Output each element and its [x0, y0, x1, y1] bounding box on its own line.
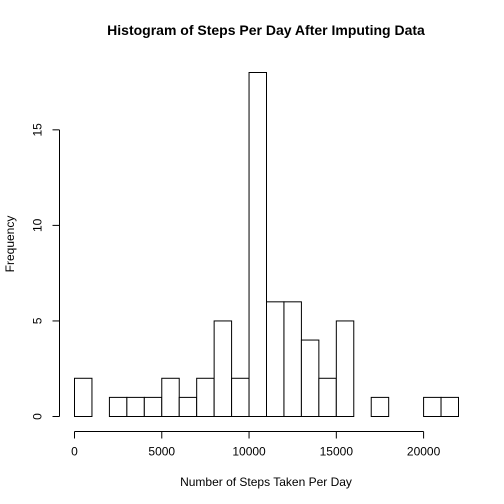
x-tick-label: 5000: [148, 445, 175, 459]
y-tick-label: 5: [31, 317, 45, 324]
histogram-bar-17000-18000: [370, 396, 390, 417]
y-tick-label: 0: [31, 413, 45, 420]
x-tick-label: 10000: [232, 445, 266, 459]
histogram-bar-3000-4000: [126, 396, 145, 417]
histogram-bar-13000-14000: [300, 339, 320, 417]
histogram-bar-20000-21000: [423, 396, 442, 417]
histogram-bar-14000-15000: [318, 377, 337, 417]
histogram-bar-8000-9000: [213, 320, 233, 418]
y-axis: 0 5 10 15: [31, 123, 60, 420]
chart-title: Histogram of Steps Per Day After Imputin…: [107, 22, 425, 38]
x-tick-label: 20000: [407, 445, 441, 459]
histogram-bars: [74, 72, 459, 418]
histogram-bar-11000-12000: [266, 301, 285, 418]
histogram-bar-15000-16000: [335, 320, 355, 418]
histogram-bar-21000-22000: [440, 396, 459, 417]
x-tick-label: 0: [71, 445, 78, 459]
histogram-bar-4000-5000: [143, 396, 163, 417]
x-axis: 0 5000 10000 15000 20000: [71, 431, 441, 459]
y-axis-label: Frequency: [3, 216, 17, 273]
y-tick-label: 10: [31, 218, 45, 232]
histogram-bar-0-1000: [74, 377, 93, 417]
y-tick-label: 15: [31, 123, 45, 137]
histogram-bar-9000-10000: [231, 377, 250, 417]
x-tick-label: 15000: [320, 445, 354, 459]
histogram-bar-2000-3000: [108, 396, 128, 417]
histogram-bar-7000-8000: [196, 377, 215, 417]
x-axis-label: Number of Steps Taken Per Day: [180, 475, 352, 489]
histogram-bar-10000-11000: [248, 72, 268, 417]
histogram-bar-5000-6000: [161, 377, 180, 417]
histogram-bar-12000-13000: [283, 301, 302, 418]
histogram-bar-6000-7000: [178, 396, 198, 417]
